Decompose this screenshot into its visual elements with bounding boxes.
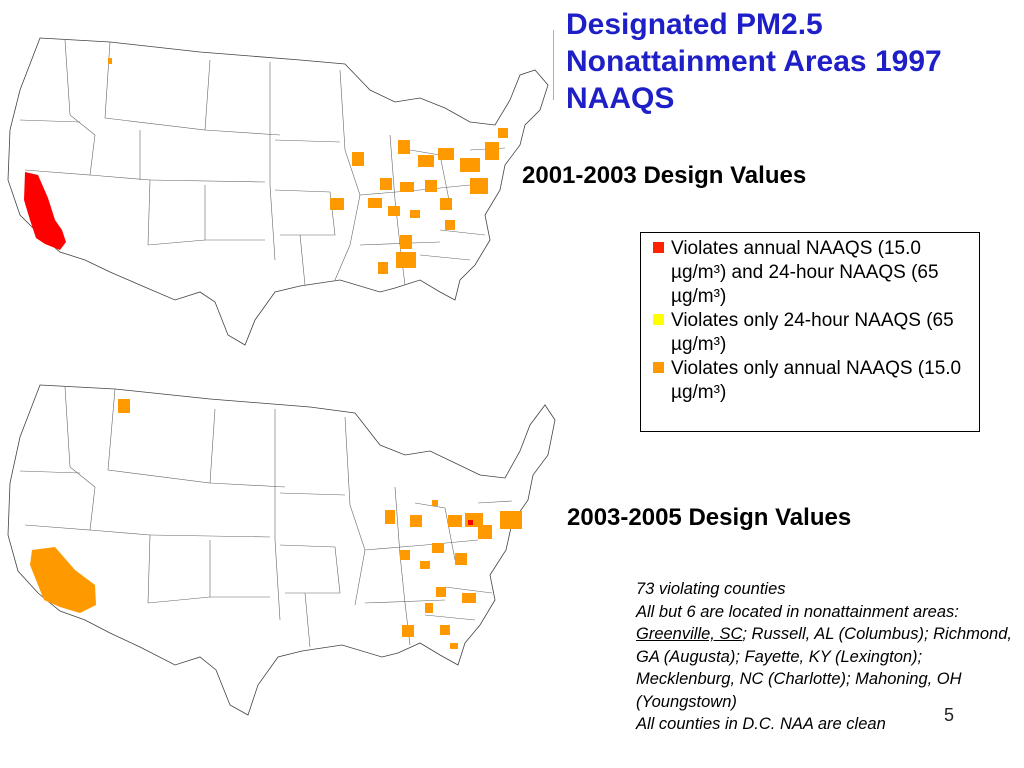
slide-number: 5	[944, 705, 955, 725]
legend-item-yellow: Violates only 24-hour NAAQS (65 µg/m³)	[651, 309, 973, 357]
us-map-2001-2003	[0, 30, 560, 370]
violation-notes: 73 violating counties All but 6 are loca…	[636, 578, 1021, 736]
notes-prefix: All but 6 are located in nonattainment a…	[636, 602, 959, 621]
map-top-heading: 2001-2003 Design Values	[522, 162, 807, 189]
us-map-2001-2003-svg	[7, 37, 549, 346]
notes-dc: All counties in D.C. NAA are clean	[636, 715, 886, 733]
legend-item-red: Violates annual NAAQS (15.0 µg/m³) and 2…	[651, 237, 973, 309]
notes-exceptions: All but 6 are located in nonattainment a…	[636, 601, 1021, 714]
orange-swatch-icon	[653, 362, 664, 373]
notes-rest: ; Russell, AL (Columbus); Richmond, GA (…	[636, 625, 1012, 711]
slide-title: Designated PM2.5 Nonattainment Areas 199…	[566, 8, 942, 115]
greenville-link[interactable]: Greenville, SC	[636, 625, 743, 643]
red-violation-county	[468, 520, 473, 525]
us-outline	[7, 37, 549, 346]
us-map-2003-2005-svg	[7, 384, 556, 716]
us-outline	[7, 384, 556, 716]
legend-label: Violates only annual NAAQS (15.0 µg/m³)	[671, 358, 962, 403]
notes-count: 73 violating counties	[636, 580, 786, 598]
legend-label: Violates annual NAAQS (15.0 µg/m³) and 2…	[671, 238, 939, 307]
map-legend: Violates annual NAAQS (15.0 µg/m³) and 2…	[640, 232, 980, 432]
title-divider	[553, 30, 554, 100]
nonattainment-areas-bottom	[30, 399, 522, 649]
red-swatch-icon	[653, 242, 664, 253]
map-bottom-heading: 2003-2005 Design Values	[567, 504, 852, 531]
california-violation-area	[24, 172, 66, 250]
california-violation-area	[30, 547, 96, 613]
us-map-2003-2005	[0, 375, 560, 745]
yellow-swatch-icon	[653, 314, 664, 325]
legend-label: Violates only 24-hour NAAQS (65 µg/m³)	[671, 310, 954, 355]
state-borders-bottom	[19, 386, 513, 648]
legend-item-orange: Violates only annual NAAQS (15.0 µg/m³)	[651, 357, 973, 405]
nonattainment-areas-top	[24, 58, 508, 274]
